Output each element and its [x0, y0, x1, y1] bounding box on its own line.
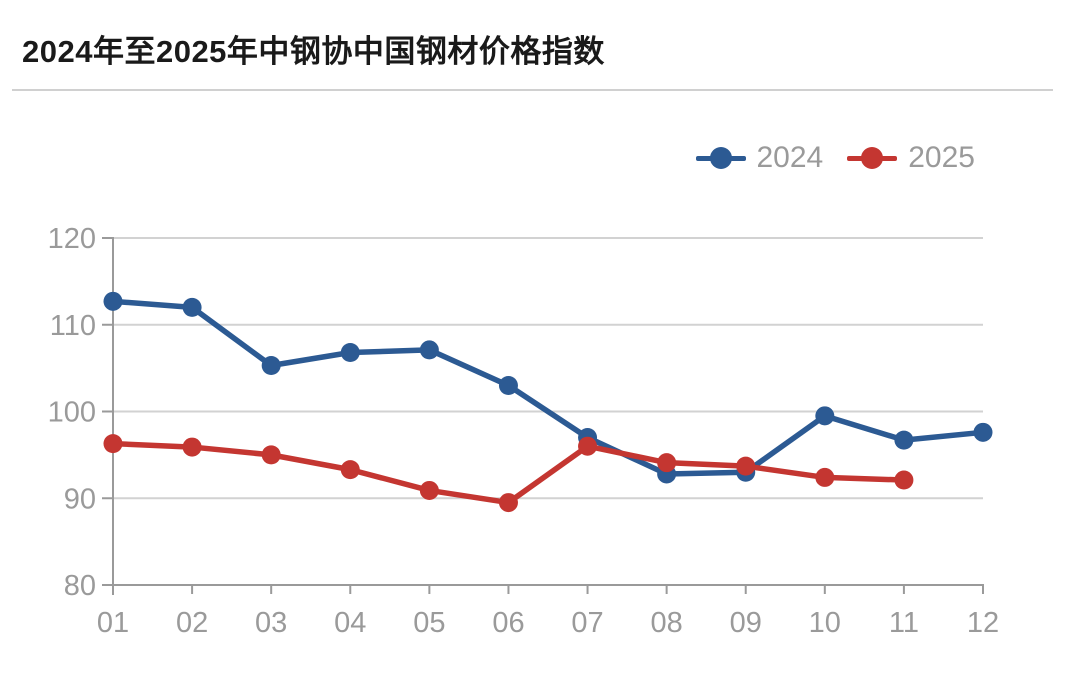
x-axis-label-11: 11 — [889, 607, 919, 639]
marker-2025-06 — [498, 493, 518, 513]
legend-item-2025[interactable]: 2025 — [847, 140, 975, 176]
page-title: 2024年至2025年中钢协中国钢材价格指数 — [22, 34, 605, 69]
marker-2024-06 — [498, 375, 518, 395]
x-axis-label-06: 06 — [492, 607, 524, 639]
marker-2025-02 — [182, 437, 202, 457]
y-axis-label-100: 100 — [48, 397, 96, 429]
legend-label: 2025 — [908, 141, 975, 174]
x-axis-label-09: 09 — [730, 607, 762, 639]
legend-label: 2024 — [756, 141, 824, 174]
chart-legend: 2024 2025 — [695, 140, 975, 176]
x-axis-label-03: 03 — [255, 607, 287, 639]
x-axis-label-05: 05 — [413, 607, 445, 639]
line-dot-marker-icon — [847, 140, 898, 176]
marker-2025-01 — [103, 434, 123, 454]
marker-2024-05 — [419, 340, 439, 360]
line-dot-marker-icon — [695, 140, 746, 176]
y-axis-label-80: 80 — [64, 570, 96, 602]
series-line-2024 — [110, 298, 986, 477]
marker-2024-02 — [182, 297, 202, 317]
y-axis-label-90: 90 — [64, 483, 96, 515]
x-axis-label-04: 04 — [334, 607, 366, 639]
marker-2025-08 — [657, 453, 677, 473]
marker-2025-09 — [736, 456, 756, 476]
y-axis-label-120: 120 — [48, 223, 96, 255]
marker-2025-03 — [261, 445, 281, 465]
x-axis-label-02: 02 — [176, 607, 208, 639]
marker-2024-12 — [973, 422, 993, 442]
x-axis-label-07: 07 — [571, 607, 603, 639]
x-axis-label-10: 10 — [809, 607, 841, 639]
x-axis-label-08: 08 — [651, 607, 683, 639]
marker-2025-04 — [340, 460, 360, 480]
marker-2025-07 — [578, 436, 598, 456]
marker-2025-10 — [815, 467, 835, 487]
title-divider — [12, 89, 1053, 91]
marker-2024-04 — [340, 343, 360, 363]
marker-2025-05 — [419, 480, 439, 500]
marker-2024-10 — [815, 406, 835, 426]
marker-2024-03 — [261, 356, 281, 376]
marker-2025-11 — [894, 470, 914, 490]
x-axis-label-12: 12 — [967, 607, 999, 639]
x-axis-label-01: 01 — [97, 607, 129, 639]
marker-2024-11 — [894, 430, 914, 450]
marker-2024-01 — [103, 291, 123, 311]
legend-item-2024[interactable]: 2024 — [695, 140, 824, 176]
y-axis-label-110: 110 — [50, 310, 96, 342]
